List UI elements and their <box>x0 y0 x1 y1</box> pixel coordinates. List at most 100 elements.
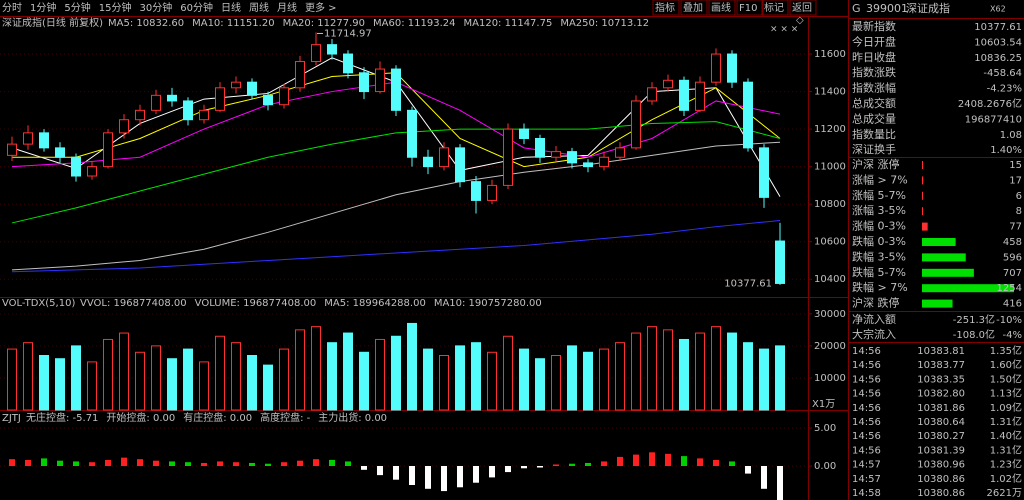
button-frame <box>736 0 764 16</box>
tick-volume: 1.31亿 <box>990 415 1022 428</box>
zjtj-bar <box>713 459 719 466</box>
tick-time: 14:57 <box>852 474 881 485</box>
zjtj-label: 高度控盘: - <box>260 411 311 424</box>
zjtj-bar <box>409 466 415 485</box>
volume-bar <box>135 351 145 411</box>
volume-bar <box>103 338 113 411</box>
volume-bar <box>151 345 161 411</box>
zjtj-bar <box>681 456 687 466</box>
candle-body <box>55 147 65 158</box>
candle-body <box>247 81 257 96</box>
volume-bar <box>599 348 609 411</box>
toolbar-button[interactable]: 画线 <box>711 1 731 14</box>
tick-price: 10381.39 <box>917 445 965 456</box>
volume-bar <box>695 332 705 411</box>
annotation: 11714.97 <box>324 28 372 39</box>
period-tab[interactable]: 分时 <box>2 2 22 14</box>
quote-value: 1.08 <box>1000 130 1022 141</box>
button-frame <box>761 0 789 16</box>
volume-bar <box>167 358 177 411</box>
period-tab[interactable]: 15分钟 <box>99 1 132 14</box>
period-tab[interactable]: 日线 <box>221 1 241 14</box>
volume-bar <box>183 348 193 411</box>
candle-body <box>695 81 705 111</box>
period-tab[interactable]: 5分钟 <box>64 1 90 14</box>
volume-bar <box>487 351 497 411</box>
y-tick-label: 10000 <box>814 373 846 384</box>
volume-bar <box>199 361 209 411</box>
y-tick-label: 10600 <box>814 237 846 248</box>
ma-label: MA20: 11277.90 <box>283 18 365 29</box>
candle-body <box>487 184 497 201</box>
breadth-count: 77 <box>1009 222 1022 233</box>
period-tab[interactable]: 月线 <box>277 1 297 14</box>
ma-label: MA10: 11151.20 <box>192 18 274 29</box>
volume-bar <box>39 355 49 411</box>
quote-value: 2408.2676亿 <box>958 97 1022 110</box>
toolbar-button[interactable]: F10 <box>739 3 757 14</box>
zjtj-bar <box>585 462 591 466</box>
period-tab[interactable]: 更多 > <box>305 1 337 14</box>
close-icon[interactable]: ◇ <box>796 15 804 26</box>
candle-body <box>23 132 33 145</box>
tick-price: 10380.86 <box>917 474 965 485</box>
zjtj-bar <box>329 459 335 466</box>
volume-bar <box>343 332 353 411</box>
breadth-bar <box>922 161 924 169</box>
period-tab[interactable]: 1分钟 <box>30 1 56 14</box>
toolbar-button[interactable]: 标记 <box>764 2 784 14</box>
period-tab[interactable]: 30分钟 <box>139 1 172 14</box>
quote-label: 总成交额 <box>852 96 896 110</box>
candle-body <box>407 109 417 158</box>
toolbar-button[interactable]: 指标 <box>655 1 675 14</box>
tick-time: 14:56 <box>852 417 881 428</box>
panel-title: ZJTJ <box>2 413 21 424</box>
zjtj-bar <box>521 466 527 469</box>
zjtj-bar <box>153 460 159 466</box>
volume-bar <box>551 355 561 411</box>
y-tick-label: 11400 <box>814 87 846 98</box>
tick-volume: 1.09亿 <box>990 401 1022 414</box>
volume-bar <box>759 348 769 411</box>
candle-body <box>183 100 193 121</box>
breadth-count: 1254 <box>997 283 1022 294</box>
candle-body <box>71 156 81 177</box>
tick-time: 14:56 <box>852 403 881 414</box>
quote-value: -458.64 <box>983 68 1022 79</box>
button-frame <box>652 0 680 16</box>
quote-value: 10836.25 <box>974 53 1022 64</box>
zjtj-bar <box>9 459 15 466</box>
period-tab[interactable]: 周线 <box>249 1 269 14</box>
candle-body <box>567 151 577 164</box>
candle-body <box>327 44 337 55</box>
toolbar-button[interactable]: 返回 <box>792 2 812 14</box>
chart-title: 深证成指(日线 前复权) <box>2 16 103 29</box>
flow-label: 净流入额 <box>852 312 896 326</box>
candle-body <box>39 132 49 149</box>
volume-bar <box>503 335 513 411</box>
zjtj-bar <box>249 462 255 466</box>
zjtj-bar <box>297 460 303 466</box>
breadth-label: 跌幅 0-3% <box>852 234 906 248</box>
ma-label: MA120: 11147.75 <box>464 18 553 29</box>
tick-price: 10380.86 <box>917 488 965 499</box>
tick-price: 10380.64 <box>917 417 965 428</box>
y-tick-label: 10800 <box>814 199 846 210</box>
breadth-label: 跌幅 5-7% <box>852 265 906 279</box>
candle-body <box>679 79 689 111</box>
zjtj-bar <box>233 462 239 466</box>
toolbar-button[interactable]: 叠加 <box>683 2 703 14</box>
quote-label: 今日开盘 <box>852 34 896 48</box>
period-tab[interactable]: 60分钟 <box>180 1 213 14</box>
y-tick-label: 11600 <box>814 49 846 60</box>
y-tick-label: 10400 <box>814 274 846 285</box>
y-tick-label: 11000 <box>814 162 846 173</box>
y-tick-label: 20000 <box>814 341 846 352</box>
zjtj-bar <box>313 459 319 466</box>
tick-volume: 1.40亿 <box>990 429 1022 442</box>
candle-body <box>279 87 289 106</box>
zjtj-bar <box>489 466 495 478</box>
tick-price: 10383.35 <box>917 374 965 385</box>
candle-body <box>551 151 561 158</box>
volume-bar <box>231 342 241 411</box>
